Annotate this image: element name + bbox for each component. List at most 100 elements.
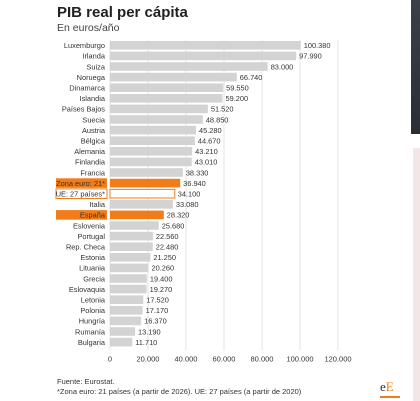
value-label: 22.480	[156, 243, 179, 252]
value-label: 25.680	[162, 221, 185, 230]
value-label: 17.170	[146, 306, 169, 315]
bar	[110, 136, 195, 145]
logo-letter: e	[380, 379, 386, 394]
value-label: 28.320	[167, 211, 190, 220]
category-label: Rumanía	[75, 327, 106, 336]
x-tick-label: 120.000	[324, 354, 351, 363]
category-label: Polonia	[80, 306, 106, 315]
bar	[110, 125, 197, 135]
value-label: 11.710	[135, 338, 157, 347]
category-label-highlight	[56, 210, 107, 220]
bar	[110, 115, 203, 124]
category-label: Bulgaria	[78, 338, 106, 347]
publisher-logo: eE	[380, 379, 394, 395]
value-label: 33.080	[176, 200, 199, 209]
value-label: 44.670	[198, 137, 221, 146]
value-label: 20.260	[151, 264, 174, 273]
bar	[110, 306, 143, 315]
category-label: Suiza	[87, 62, 106, 71]
value-label: 19.270	[150, 285, 173, 294]
x-tick-label: 80.000	[251, 354, 274, 363]
bar	[110, 253, 151, 262]
page-subtitle: En euros/año	[57, 22, 120, 34]
category-label: Hungría	[79, 317, 106, 326]
category-label: Bélgica	[81, 137, 106, 146]
bar	[110, 316, 142, 326]
x-tick-label: 100.000	[286, 354, 313, 363]
category-label: UE: 27 países*	[56, 190, 105, 199]
bar	[110, 242, 153, 251]
value-label: 59.550	[226, 84, 249, 93]
bar	[110, 147, 193, 156]
category-label: Estonia	[80, 253, 106, 262]
bar	[110, 263, 149, 273]
category-label: Letonia	[81, 296, 106, 305]
category-label: España	[80, 211, 106, 220]
bar	[110, 83, 224, 92]
bar	[110, 274, 147, 283]
value-label: 34.100	[178, 190, 201, 199]
category-label: Dinamarca	[69, 84, 106, 93]
value-label: 43.210	[195, 147, 218, 156]
adjacent-panel-edge	[413, 148, 420, 401]
category-label: Finlandia	[75, 158, 106, 167]
bar	[110, 284, 147, 294]
value-label: 22.560	[156, 232, 179, 241]
bar	[110, 104, 208, 114]
bar	[110, 62, 268, 71]
value-label: 83.000	[271, 62, 294, 71]
bar	[110, 51, 297, 61]
category-label: Rep. Checa	[66, 243, 106, 252]
category-label: Países Bajos	[62, 105, 105, 114]
value-label: 100.380	[304, 41, 331, 50]
x-axis-tick-labels: 0 20.000 40.000 60.000 80.000 100.000 120.000	[108, 354, 352, 363]
adjacent-image-edge	[411, 0, 420, 134]
bar	[110, 221, 159, 230]
category-label: Eslovenia	[73, 221, 106, 230]
bar	[110, 157, 192, 167]
category-label: Luxemburgo	[64, 41, 105, 50]
x-tick-label: 60.000	[213, 354, 236, 363]
value-label: 51.520	[211, 105, 234, 114]
bar	[110, 41, 301, 50]
value-label: 59.200	[225, 94, 248, 103]
bar	[110, 327, 136, 336]
value-label: 38.330	[186, 168, 209, 177]
value-label: 43.010	[195, 158, 218, 167]
category-label: Grecia	[83, 274, 106, 283]
bar	[110, 168, 183, 177]
category-label: Alemania	[74, 147, 106, 156]
page-title: PIB real per cápita	[57, 4, 188, 21]
bar	[110, 72, 237, 82]
category-label-highlight	[55, 188, 108, 199]
bar	[110, 337, 133, 347]
value-label: 97.990	[299, 52, 322, 61]
category-label: Austria	[82, 126, 106, 135]
category-label: Zona euro: 21*	[56, 179, 105, 188]
category-label: Italia	[89, 200, 106, 209]
logo-accent-rule	[380, 396, 400, 398]
source-text: Fuente: Eurostat.	[57, 377, 115, 386]
category-label-highlight	[56, 178, 107, 188]
bar	[110, 210, 164, 220]
value-label: 19.400	[150, 274, 173, 283]
value-label: 45.280	[199, 126, 222, 135]
bars	[109, 41, 301, 347]
value-label: 13.190	[138, 327, 161, 336]
category-label: Suecia	[82, 115, 105, 124]
bar	[110, 231, 153, 241]
bar	[110, 178, 181, 188]
category-label: Noruega	[77, 73, 106, 82]
bar	[109, 188, 176, 199]
bar	[110, 200, 173, 209]
x-tick-label: 0	[108, 354, 112, 363]
value-label: 16.370	[144, 317, 167, 326]
logo-accent-letter: E	[385, 379, 394, 394]
x-tick-label: 40.000	[175, 354, 198, 363]
value-label: 36.940	[183, 179, 206, 188]
category-label: Islandia	[80, 94, 106, 103]
category-label: Irlanda	[82, 52, 105, 61]
